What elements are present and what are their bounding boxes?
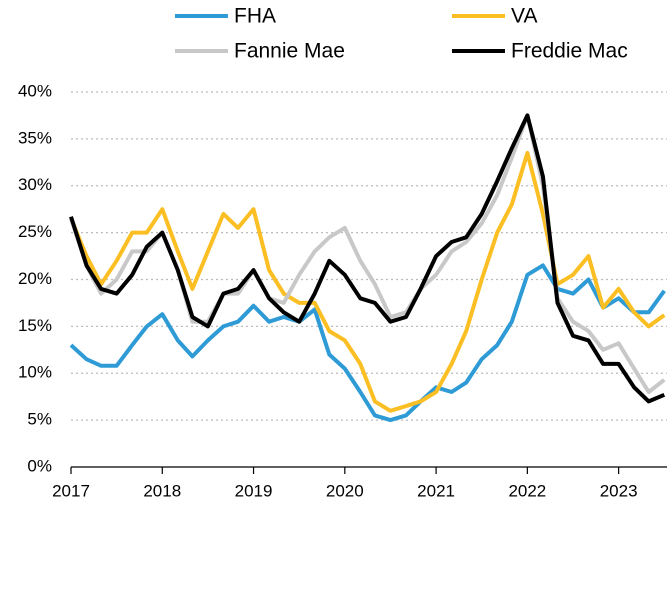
y-tick-label: 40% (18, 81, 52, 100)
legend-label: VA (511, 5, 537, 28)
y-tick-label: 5% (27, 410, 52, 429)
y-tick-label: 20% (18, 269, 52, 288)
series-line (69, 150, 666, 413)
y-tick-label: 30% (18, 175, 52, 194)
x-tick-label: 2019 (235, 481, 273, 500)
y-tick-label: 25% (18, 222, 52, 241)
x-tick-label: 2021 (417, 481, 455, 500)
series-line (69, 263, 666, 423)
legend-label: Freddie Mac (511, 40, 628, 63)
x-tick-label: 2022 (508, 481, 546, 500)
x-tick-label: 2020 (326, 481, 364, 500)
y-tick-label: 35% (18, 128, 52, 147)
x-tick-label: 2023 (600, 481, 638, 500)
x-tick-label: 2018 (143, 481, 181, 500)
legend-label: Fannie Mae (234, 40, 345, 63)
series-line (69, 113, 666, 394)
series-line (69, 113, 666, 404)
x-tick-label: 2017 (52, 481, 90, 500)
y-tick-label: 15% (18, 316, 52, 335)
y-tick-label: 10% (18, 363, 52, 382)
legend-label: FHA (234, 5, 276, 28)
y-tick-label: 0% (27, 456, 52, 475)
